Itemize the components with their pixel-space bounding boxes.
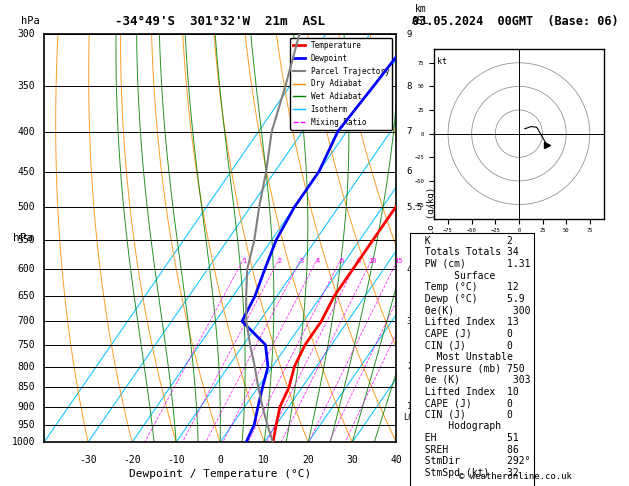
Text: K             2
  Totals Totals 34
  PW (cm)       1.31
       Surface
  Temp (°: K 2 Totals Totals 34 PW (cm) 1.31 Surfac… (413, 236, 531, 486)
Text: 950: 950 (18, 420, 35, 430)
Text: 4: 4 (316, 258, 320, 263)
Text: 25: 25 (428, 258, 437, 263)
Text: 20: 20 (303, 454, 314, 465)
Text: 500: 500 (18, 202, 35, 212)
Text: 15: 15 (394, 258, 403, 263)
Text: hPa: hPa (13, 233, 33, 243)
Text: 6: 6 (407, 167, 412, 176)
Text: 30: 30 (347, 454, 358, 465)
Text: 40: 40 (391, 454, 402, 465)
Text: 650: 650 (18, 291, 35, 301)
Text: 5.5: 5.5 (407, 203, 423, 212)
Text: Dewpoint / Temperature (°C): Dewpoint / Temperature (°C) (129, 469, 311, 479)
Text: -34°49'S  301°32'W  21m  ASL: -34°49'S 301°32'W 21m ASL (115, 15, 325, 28)
Text: 700: 700 (18, 316, 35, 326)
Text: 1000: 1000 (12, 437, 35, 447)
Text: 3: 3 (407, 317, 412, 326)
Text: hPa: hPa (21, 16, 40, 26)
Text: 4: 4 (407, 264, 412, 274)
Text: 400: 400 (18, 126, 35, 137)
Text: 6: 6 (340, 258, 344, 263)
Text: 8: 8 (357, 258, 361, 263)
Text: -10: -10 (167, 454, 185, 465)
Text: 550: 550 (18, 235, 35, 244)
Text: Mixing Ratio (g/kg): Mixing Ratio (g/kg) (427, 187, 436, 289)
Text: 0: 0 (217, 454, 223, 465)
Text: kt: kt (437, 57, 447, 66)
Text: 800: 800 (18, 362, 35, 372)
Text: 20: 20 (413, 258, 422, 263)
Text: -30: -30 (79, 454, 97, 465)
Text: 8: 8 (407, 82, 412, 91)
Text: km
ASL: km ASL (412, 4, 430, 26)
Text: -20: -20 (123, 454, 141, 465)
Text: 600: 600 (18, 264, 35, 274)
Text: 9: 9 (407, 30, 412, 38)
Text: 2: 2 (278, 258, 282, 263)
Text: 10: 10 (369, 258, 377, 263)
Text: 300: 300 (18, 29, 35, 39)
Text: 750: 750 (18, 340, 35, 350)
Text: 850: 850 (18, 382, 35, 392)
Text: © weatheronline.co.uk: © weatheronline.co.uk (459, 472, 572, 481)
Text: 2: 2 (407, 362, 412, 371)
Text: 450: 450 (18, 167, 35, 176)
Text: 1: 1 (407, 402, 412, 411)
Text: 900: 900 (18, 401, 35, 412)
Text: 3: 3 (300, 258, 304, 263)
Text: 1: 1 (242, 258, 247, 263)
Legend: Temperature, Dewpoint, Parcel Trajectory, Dry Adiabat, Wet Adiabat, Isotherm, Mi: Temperature, Dewpoint, Parcel Trajectory… (290, 38, 392, 130)
Text: 03.05.2024  00GMT  (Base: 06): 03.05.2024 00GMT (Base: 06) (413, 15, 619, 28)
Text: 10: 10 (259, 454, 270, 465)
Text: 350: 350 (18, 81, 35, 91)
Text: 7: 7 (407, 127, 412, 136)
Text: LCL: LCL (403, 413, 418, 422)
